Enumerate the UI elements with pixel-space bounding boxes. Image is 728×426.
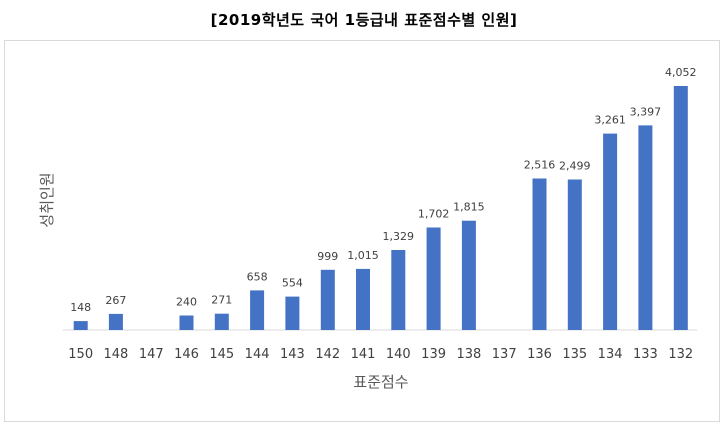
- bar-134: [603, 133, 618, 330]
- value-label-136: 2,516: [524, 159, 556, 172]
- bar-150: [73, 321, 88, 330]
- x-tick-136: 136: [527, 347, 552, 362]
- x-tick-139: 139: [421, 347, 446, 362]
- bar-146: [179, 315, 194, 330]
- x-tick-133: 133: [633, 347, 658, 362]
- x-axis-label: 표준점수: [353, 373, 408, 391]
- bar-143: [285, 296, 300, 330]
- bar-140: [391, 250, 406, 330]
- bar-144: [250, 290, 265, 330]
- value-label-146: 240: [176, 296, 197, 309]
- value-label-141: 1,015: [347, 249, 379, 262]
- bar-148: [108, 313, 123, 330]
- x-tick-150: 150: [68, 347, 93, 362]
- y-axis-label: 성취인원: [38, 172, 56, 227]
- value-label-145: 271: [211, 294, 232, 307]
- bar-145: [214, 313, 229, 330]
- value-label-142: 999: [317, 250, 338, 263]
- bar-136: [532, 178, 547, 330]
- x-tick-135: 135: [562, 347, 587, 362]
- x-tick-144: 144: [245, 347, 270, 362]
- x-tick-143: 143: [280, 347, 305, 362]
- x-tick-134: 134: [598, 347, 623, 362]
- bar-135: [567, 179, 582, 330]
- x-tick-148: 148: [103, 347, 128, 362]
- x-tick-146: 146: [174, 347, 199, 362]
- value-label-139: 1,702: [418, 208, 450, 221]
- bar-142: [320, 269, 335, 330]
- x-tick-140: 140: [386, 347, 411, 362]
- value-label-144: 658: [247, 270, 268, 283]
- x-tick-147: 147: [139, 347, 164, 362]
- x-tick-141: 141: [351, 347, 376, 362]
- chart-frame: [4, 40, 720, 422]
- bar-132: [673, 86, 688, 330]
- value-label-134: 3,261: [594, 114, 626, 127]
- bar-138: [461, 220, 476, 330]
- x-tick-137: 137: [492, 347, 517, 362]
- value-label-150: 148: [70, 301, 91, 314]
- x-tick-138: 138: [456, 347, 481, 362]
- chart-title: [2019학년도 국어 1등급내 표준점수별 인원]: [210, 11, 518, 29]
- value-label-148: 267: [105, 294, 126, 307]
- bar-133: [638, 125, 653, 331]
- bar-141: [356, 268, 370, 330]
- value-label-143: 554: [282, 277, 303, 290]
- value-label-132: 4,052: [665, 66, 697, 79]
- x-tick-132: 132: [668, 347, 693, 362]
- value-label-140: 1,329: [383, 230, 415, 243]
- value-label-135: 2,499: [559, 160, 591, 173]
- value-label-133: 3,397: [630, 105, 662, 118]
- value-label-138: 1,815: [453, 201, 485, 214]
- x-tick-142: 142: [315, 347, 340, 362]
- bar-139: [426, 227, 441, 330]
- x-tick-145: 145: [209, 347, 234, 362]
